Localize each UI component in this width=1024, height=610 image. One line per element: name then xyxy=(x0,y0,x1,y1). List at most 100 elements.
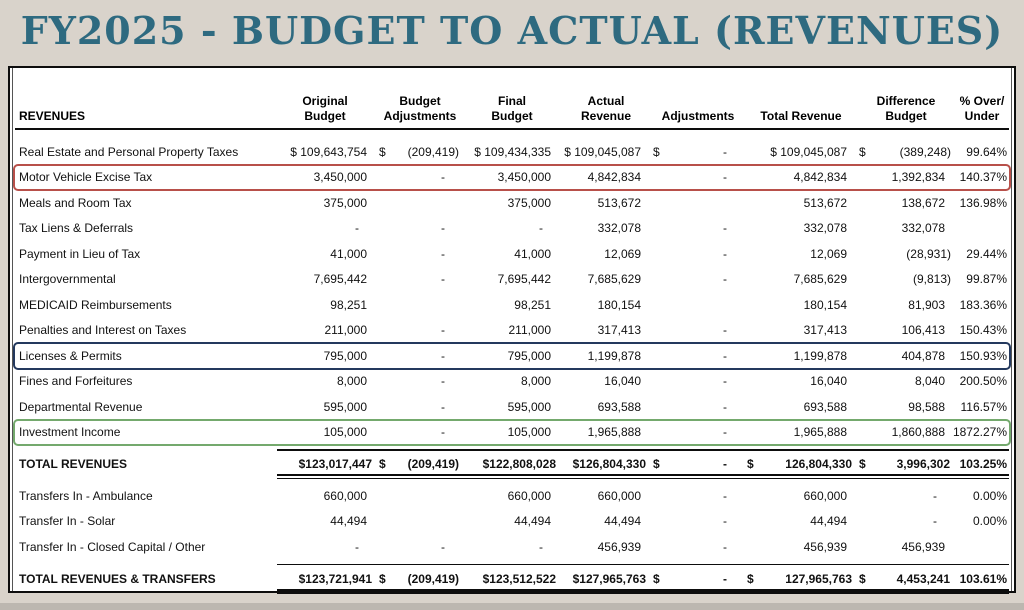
currency-symbol: $ xyxy=(653,457,660,471)
cell-medicaid-reimbursements-col7: 180,154 xyxy=(747,298,855,312)
cell-transfer-in-closed-capital-other-col8: 456,939 xyxy=(859,540,953,554)
amount: 126,804,330 xyxy=(785,457,852,471)
cell-tax-liens-deferrals-col6: - xyxy=(653,221,743,235)
amount: 41,000 xyxy=(330,246,367,261)
table-inner: REVENUES Original Budget Budget Adjustment… xyxy=(12,68,1012,594)
cell-medicaid-reimbursements-col9: 183.36% xyxy=(957,298,1007,312)
cell-motor-vehicle-excise-tax-col3: - xyxy=(379,170,461,184)
cell-investment-income-col4: 105,000 xyxy=(465,425,559,439)
cell-licenses-permits-col9: 150.93% xyxy=(957,349,1007,363)
column-header-actual-revenue: Actual Revenue xyxy=(580,94,632,123)
cell-real-estate-and-personal-property-taxes-col6: $ - xyxy=(653,145,743,159)
currency-symbol: $ xyxy=(653,144,660,159)
currency-symbol: $ xyxy=(379,571,386,586)
cell-investment-income-col9: 1872.27% xyxy=(953,425,1007,439)
amount: - xyxy=(723,170,727,185)
amount: 660,000 xyxy=(323,488,367,503)
cell-transfer-in-solar-col5: 44,494 xyxy=(563,514,649,528)
cell-transfers-in-ambulance-col6: - xyxy=(653,489,743,503)
percent-value: 150.43% xyxy=(959,323,1007,338)
amount: 8,000 xyxy=(336,374,367,389)
cell-investment-income-col5: 1,965,888 xyxy=(563,425,649,439)
cell-transfers-in-ambulance-col4: 660,000 xyxy=(465,489,559,503)
total-double-underline xyxy=(277,588,1009,594)
amount: - xyxy=(441,221,445,236)
amount: 81,903 xyxy=(908,297,945,312)
amount: - xyxy=(441,246,445,261)
amount: 127,965,763 xyxy=(785,571,852,586)
row-label: Transfers In - Ambulance xyxy=(19,488,153,503)
amount: 44,494 xyxy=(514,514,551,529)
table-row-tax-liens-deferrals: Tax Liens & Deferrals - - - 332,078 - 332,078 3… xyxy=(15,216,1009,242)
column-header-revenues: REVENUES xyxy=(19,108,86,123)
table-row-licenses-permits: Licenses & Permits 795,000 - 795,000 1,199,8… xyxy=(13,342,1011,369)
amount: 595,000 xyxy=(507,399,551,414)
table-row-departmental-revenue: Departmental Revenue 595,000 - 595,000 693,5… xyxy=(15,394,1009,420)
cell-total-revenues-transfers-col7: $127,965,763 xyxy=(747,572,855,586)
amount: 98,251 xyxy=(330,297,367,312)
amount: - xyxy=(723,514,727,529)
amount: 44,494 xyxy=(330,514,367,529)
cell-motor-vehicle-excise-tax-col5: 4,842,834 xyxy=(563,170,649,184)
cell-total-revenues-col4: $122,808,028 xyxy=(465,457,559,471)
cell-transfers-in-ambulance-col7: 660,000 xyxy=(747,489,855,503)
amount: - xyxy=(441,323,445,338)
cell-real-estate-and-personal-property-taxes-col4: $ 109,434,335 xyxy=(465,145,559,159)
row-label: Fines and Forfeitures xyxy=(19,374,133,389)
row-label: Tax Liens & Deferrals xyxy=(19,221,134,236)
amount: - xyxy=(441,348,445,363)
cell-transfer-in-solar-col7: 44,494 xyxy=(747,514,855,528)
amount: - xyxy=(441,399,445,414)
table-row-investment-income: Investment Income 105,000 - 105,000 1,965,88… xyxy=(13,418,1011,446)
cell-meals-and-room-tax-col5: 513,672 xyxy=(563,196,649,210)
cell-total-revenues-transfers-col4: $123,512,522 xyxy=(465,572,559,586)
amount: 211,000 xyxy=(508,323,552,338)
amount: 16,040 xyxy=(604,374,641,389)
cell-fines-and-forfeitures-col2: 8,000 xyxy=(275,374,375,388)
percent-value: 103.61% xyxy=(959,571,1007,586)
amount: 7,695,442 xyxy=(497,272,551,287)
cell-real-estate-and-personal-property-taxes-col2: $ 109,643,754 xyxy=(275,145,375,159)
amount: 693,588 xyxy=(803,399,847,414)
cell-meals-and-room-tax-col4: 375,000 xyxy=(465,196,559,210)
amount: - xyxy=(355,539,359,554)
amount: - xyxy=(723,348,727,363)
percent-value: 99.87% xyxy=(966,272,1007,287)
table-row-medicaid-reimbursements: MEDICAID Reimbursements 98,251 98,251 180,1… xyxy=(15,292,1009,318)
cell-transfer-in-closed-capital-other-col4: - xyxy=(465,540,559,554)
cell-payment-in-lieu-of-tax-col2: 41,000 xyxy=(275,247,375,261)
cell-meals-and-room-tax-col8: 138,672 xyxy=(859,196,953,210)
cell-motor-vehicle-excise-tax-col9: 140.37% xyxy=(957,170,1007,184)
amount: - xyxy=(723,272,727,287)
cell-transfers-in-ambulance-col2: 660,000 xyxy=(275,489,375,503)
table-row-total-revenues-transfers: TOTAL REVENUES & TRANSFERS $123,721,941 $ (… xyxy=(15,563,1009,594)
cell-transfer-in-solar-col4: 44,494 xyxy=(465,514,559,528)
amount: 180,154 xyxy=(803,297,847,312)
cell-total-revenues-transfers-col2: $123,721,941 xyxy=(275,572,375,586)
cell-motor-vehicle-excise-tax-col8: 1,392,834 xyxy=(859,170,953,184)
row-label: Intergovernmental xyxy=(19,272,116,287)
amount: 4,842,834 xyxy=(587,170,641,185)
cell-motor-vehicle-excise-tax-col7: 4,842,834 xyxy=(747,170,855,184)
percent-value: 183.36% xyxy=(959,297,1007,312)
cell-total-revenues-col7: $126,804,330 xyxy=(747,457,855,471)
amount: 1,965,888 xyxy=(587,425,641,440)
cell-total-revenues-transfers-col8: $4,453,241 xyxy=(859,572,953,586)
cell-motor-vehicle-excise-tax-col4: 3,450,000 xyxy=(465,170,559,184)
cell-penalties-and-interest-on-taxes-col6: - xyxy=(653,323,743,337)
table-header-row: REVENUES Original Budget Budget Adjustment… xyxy=(15,68,1009,130)
cell-licenses-permits-col7: 1,199,878 xyxy=(747,349,855,363)
row-label: Licenses & Permits xyxy=(19,348,122,363)
amount: $ 109,045,087 xyxy=(564,144,641,159)
percent-value: 0.00% xyxy=(972,514,1007,529)
table-row-motor-vehicle-excise-tax: Motor Vehicle Excise Tax 3,450,000 - 3,450,… xyxy=(13,163,1011,191)
amount: 404,878 xyxy=(901,348,945,363)
amount: (209,419) xyxy=(407,571,459,586)
row-label: Motor Vehicle Excise Tax xyxy=(19,170,153,185)
cell-penalties-and-interest-on-taxes-col2: 211,000 xyxy=(275,323,375,337)
cell-tax-liens-deferrals-col2: - xyxy=(275,221,375,235)
amount: 795,000 xyxy=(323,348,367,363)
amount: - xyxy=(441,170,445,185)
amount: 332,078 xyxy=(803,221,847,236)
cell-payment-in-lieu-of-tax-col7: 12,069 xyxy=(747,247,855,261)
